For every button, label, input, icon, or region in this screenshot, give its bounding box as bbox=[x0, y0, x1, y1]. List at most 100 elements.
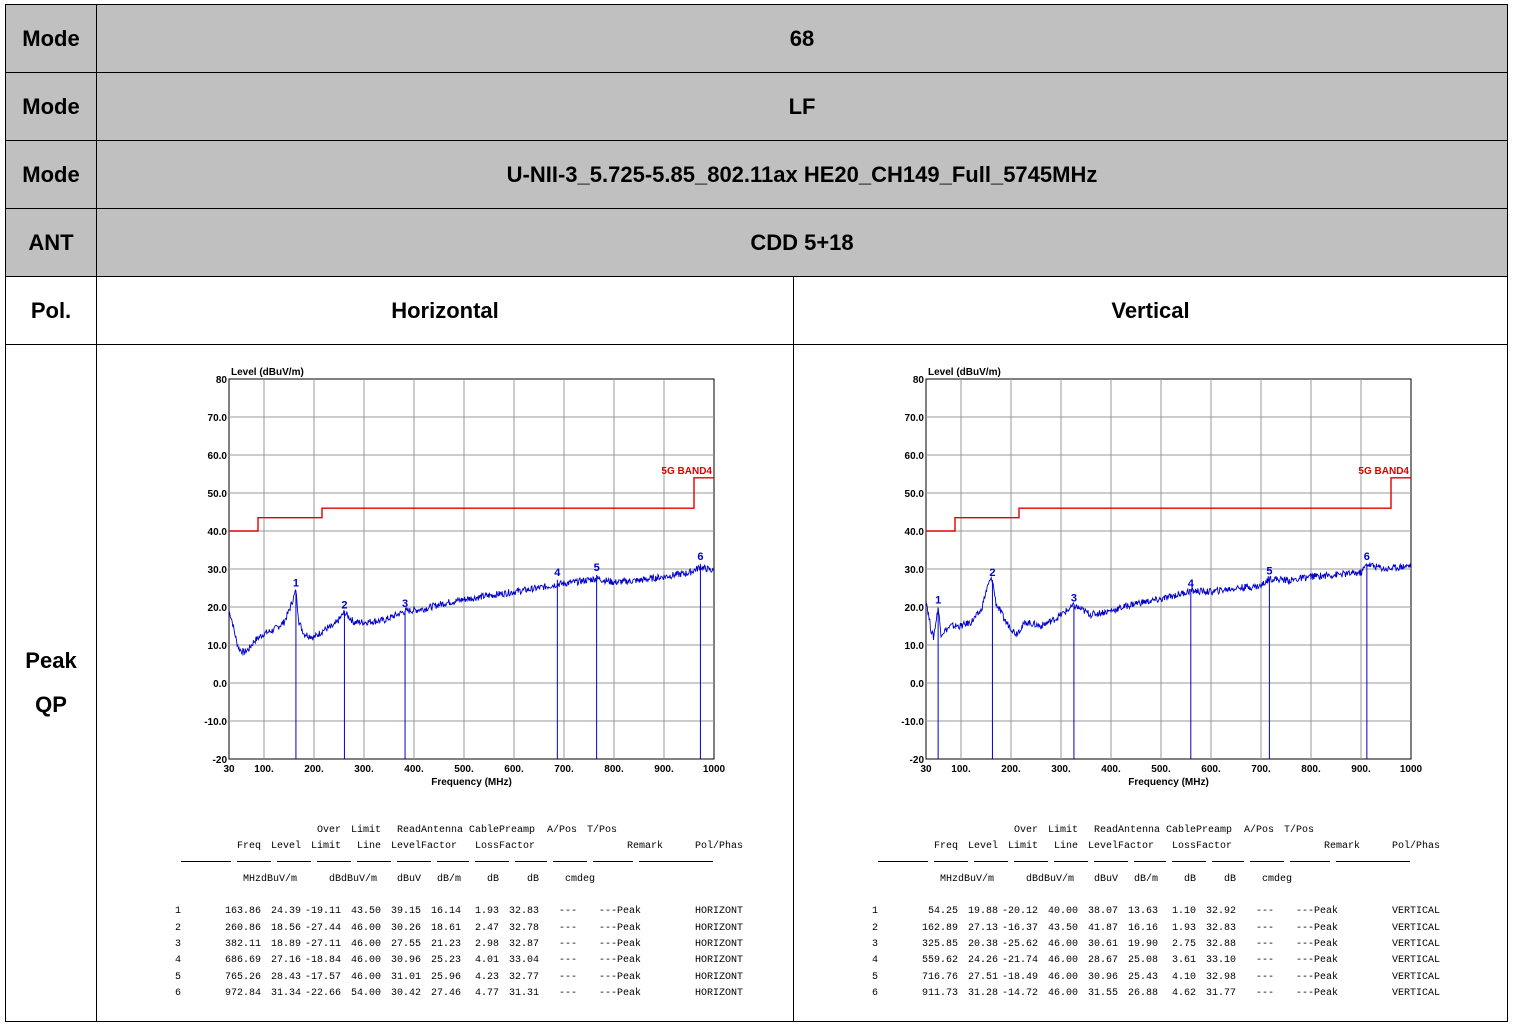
table-cell: deg bbox=[1274, 873, 1293, 885]
table-cell: Factor bbox=[1118, 841, 1155, 853]
table-rule bbox=[639, 861, 713, 863]
table-cell: cm bbox=[564, 873, 577, 885]
table-cell: 30.96 bbox=[1087, 971, 1118, 983]
table-spacer bbox=[872, 888, 1440, 904]
table-cell: 2.47 bbox=[474, 922, 499, 934]
table-cell: 28.43 bbox=[270, 971, 301, 983]
table-cell: 1.93 bbox=[474, 906, 499, 918]
table-cell: 2.75 bbox=[1171, 939, 1196, 951]
table-row: 5 716.76 27.51 -18.49 46.00 30.96 25.43 4.10 32.… bbox=[872, 970, 1440, 986]
table-cell: --- bbox=[1295, 939, 1314, 951]
table-spacer bbox=[175, 888, 743, 904]
x-tick-label: 300. bbox=[1051, 764, 1071, 775]
report-table: Mode 68 Mode LF Mode U-NII-3_5.725-5.85_… bbox=[5, 4, 1509, 1022]
table-rule bbox=[1094, 861, 1128, 863]
table-cell: 27.13 bbox=[967, 922, 998, 934]
table-cell: dB bbox=[328, 873, 341, 885]
table-cell: 30.61 bbox=[1087, 939, 1118, 951]
table-cell: Preamp bbox=[499, 825, 536, 836]
y-tick-label: 80 bbox=[216, 375, 228, 386]
table-cell: 27.51 bbox=[967, 971, 998, 983]
table-rule bbox=[878, 861, 928, 863]
table-cell: dBuV/m bbox=[341, 873, 378, 885]
table-cell: 18.89 bbox=[270, 939, 301, 951]
table-cell: 31.01 bbox=[390, 971, 421, 983]
table-cell: Factor bbox=[499, 841, 536, 853]
table-cell: --- bbox=[558, 922, 577, 934]
table-rule bbox=[934, 861, 968, 863]
table-cell: 5 bbox=[872, 971, 879, 983]
table-cell: Peak bbox=[1314, 922, 1339, 934]
table-cell: 27.46 bbox=[430, 987, 461, 999]
table-cell: 1 bbox=[175, 906, 182, 918]
table-row: 2 260.86 18.56 -27.44 46.00 30.26 18.61 2.47 32.… bbox=[175, 921, 743, 937]
table-cell: 40.00 bbox=[1047, 906, 1078, 918]
marker-label: 6 bbox=[697, 551, 703, 563]
marker-label: 1 bbox=[293, 577, 299, 589]
x-tick-label: 700. bbox=[554, 764, 574, 775]
table-cell: 32.83 bbox=[1205, 922, 1236, 934]
table-rule bbox=[437, 861, 469, 863]
table-cell: Read bbox=[1093, 825, 1118, 836]
table-cell: 2.98 bbox=[474, 939, 499, 951]
vertical-chart-svg: 80 70.0 60.0 50.0 40.0 30.0 20.0 10.0 0.0 -10.0 -2… bbox=[901, 367, 1422, 788]
horizontal-plot-cell: 80 70.0 60.0 50.0 40.0 30.0 20.0 10.0 0.0 -10.0 -2… bbox=[96, 344, 794, 1022]
table-cell: Preamp bbox=[1196, 825, 1233, 836]
table-cell: Read bbox=[396, 825, 421, 836]
table-cell: Remark bbox=[626, 841, 663, 853]
table-cell: Line bbox=[1053, 841, 1078, 853]
table-cell: HORIZONT bbox=[694, 922, 743, 934]
table-cell: A/Pos bbox=[546, 825, 577, 836]
detector-peak: Peak bbox=[25, 648, 77, 673]
table-cell: 16.16 bbox=[1127, 922, 1158, 934]
table-cell: 32.87 bbox=[508, 939, 539, 951]
table-cell: Pol/Phas bbox=[1391, 841, 1440, 853]
table-cell: 6 bbox=[175, 987, 182, 999]
table-cell: cm bbox=[1261, 873, 1274, 885]
table-row: 5 765.26 28.43 -17.57 46.00 31.01 25.96 4.23 32.… bbox=[175, 970, 743, 986]
table-cell: 6 bbox=[872, 987, 879, 999]
pol-vertical: Vertical bbox=[792, 276, 1509, 345]
y-tick-label: 60.0 bbox=[208, 451, 228, 462]
x-tick-label: 600. bbox=[504, 764, 524, 775]
table-cell: dBuV bbox=[396, 873, 421, 885]
table-rule bbox=[553, 861, 587, 863]
table-cell: --- bbox=[1255, 922, 1274, 934]
table-cell: 162.89 bbox=[921, 922, 958, 934]
table-cell: --- bbox=[1255, 955, 1274, 967]
table-cell: 31.77 bbox=[1205, 987, 1236, 999]
table-cell: Level bbox=[1087, 841, 1118, 853]
x-tick-label: 900. bbox=[654, 764, 674, 775]
marker-label: 1 bbox=[935, 594, 941, 606]
x-tick-label: 700. bbox=[1251, 764, 1271, 775]
table-cell: deg bbox=[577, 873, 596, 885]
table-cell: dB bbox=[1183, 873, 1196, 885]
table-cell: -18.84 bbox=[304, 955, 341, 967]
table-header-rule bbox=[175, 856, 743, 872]
table-cell: 18.61 bbox=[430, 922, 461, 934]
table-rule bbox=[317, 861, 351, 863]
table-rule bbox=[1134, 861, 1166, 863]
table-cell: 21.23 bbox=[430, 939, 461, 951]
mode-value-2: LF bbox=[95, 72, 1509, 141]
table-cell: 46.00 bbox=[1047, 971, 1078, 983]
table-header-mid: Freq Level Limit Line LevelFactor LossFactor R… bbox=[175, 839, 743, 855]
table-cell: 686.69 bbox=[224, 955, 261, 967]
table-cell: 382.11 bbox=[224, 939, 261, 951]
table-cell: 972.84 bbox=[224, 987, 261, 999]
table-cell: --- bbox=[1255, 971, 1274, 983]
marker-label: 4 bbox=[554, 567, 561, 579]
mode-label-2: Mode bbox=[5, 72, 97, 141]
mode-value-3: U-NII-3_5.725-5.85_802.11ax HE20_CH149_F… bbox=[95, 140, 1509, 209]
detector-qp: QP bbox=[35, 692, 67, 717]
table-cell: Limit bbox=[350, 825, 381, 836]
table-cell: 716.76 bbox=[921, 971, 958, 983]
mode-label-1: Mode bbox=[5, 4, 97, 73]
table-cell: --- bbox=[558, 939, 577, 951]
table-cell: dB bbox=[486, 873, 499, 885]
table-cell: 2 bbox=[872, 922, 879, 934]
table-cell: 4.01 bbox=[474, 955, 499, 967]
table-row: 2 162.89 27.13 -16.37 43.50 41.87 16.16 1.93 32.… bbox=[872, 921, 1440, 937]
marker-label: 2 bbox=[341, 599, 347, 611]
table-cell: dBuV/m bbox=[261, 873, 298, 885]
